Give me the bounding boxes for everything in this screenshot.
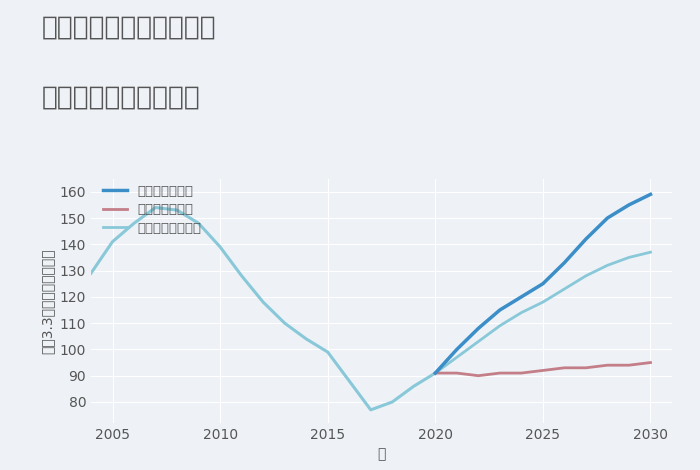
バッドシナリオ	[431, 370, 440, 376]
Legend: グッドシナリオ, バッドシナリオ, ノーマルシナリオ: グッドシナリオ, バッドシナリオ, ノーマルシナリオ	[104, 185, 202, 235]
ノーマルシナリオ	[560, 286, 568, 292]
グッドシナリオ	[453, 346, 461, 352]
ノーマルシナリオ	[431, 370, 440, 376]
グッドシナリオ	[496, 307, 504, 313]
グッドシナリオ	[582, 236, 590, 242]
バッドシナリオ	[496, 370, 504, 376]
バッドシナリオ	[625, 362, 634, 368]
バッドシナリオ	[582, 365, 590, 371]
バッドシナリオ	[453, 370, 461, 376]
ノーマルシナリオ	[625, 255, 634, 260]
グッドシナリオ	[560, 260, 568, 266]
ノーマルシナリオ	[453, 354, 461, 360]
バッドシナリオ	[560, 365, 568, 371]
グッドシナリオ	[517, 294, 526, 300]
Line: バッドシナリオ: バッドシナリオ	[435, 362, 650, 376]
ノーマルシナリオ	[474, 339, 482, 345]
ノーマルシナリオ	[539, 299, 547, 305]
グッドシナリオ	[474, 326, 482, 331]
ノーマルシナリオ	[646, 250, 654, 255]
ノーマルシナリオ	[517, 310, 526, 315]
ノーマルシナリオ	[603, 263, 612, 268]
ノーマルシナリオ	[496, 323, 504, 329]
Y-axis label: 坪（3.3㎡）単価（万円）: 坪（3.3㎡）単価（万円）	[40, 248, 54, 353]
Line: グッドシナリオ: グッドシナリオ	[435, 195, 650, 373]
グッドシナリオ	[625, 202, 634, 208]
バッドシナリオ	[603, 362, 612, 368]
Text: 兵庫県三田市富士が丘の: 兵庫県三田市富士が丘の	[42, 14, 216, 40]
バッドシナリオ	[517, 370, 526, 376]
Text: 中古戸建ての価格推移: 中古戸建ての価格推移	[42, 85, 201, 110]
バッドシナリオ	[539, 368, 547, 373]
X-axis label: 年: 年	[377, 447, 386, 462]
バッドシナリオ	[646, 360, 654, 365]
ノーマルシナリオ	[582, 273, 590, 279]
グッドシナリオ	[603, 215, 612, 221]
グッドシナリオ	[431, 370, 440, 376]
Line: ノーマルシナリオ: ノーマルシナリオ	[435, 252, 650, 373]
グッドシナリオ	[539, 281, 547, 287]
グッドシナリオ	[646, 192, 654, 197]
バッドシナリオ	[474, 373, 482, 378]
